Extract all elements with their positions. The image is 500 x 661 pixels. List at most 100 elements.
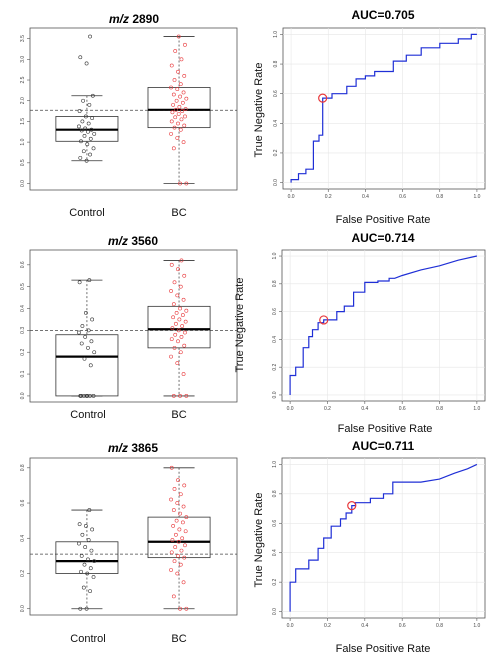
- data-point: [81, 98, 85, 103]
- data-point: [182, 343, 187, 348]
- data-point: [83, 126, 88, 131]
- roc-plot-1: 0.0 0.2 0.4 0.6 0.8 1.0 0.0 0.2 0.4 0.6 0.8 1.0: [273, 27, 486, 200]
- data-point: [180, 536, 185, 541]
- data-point: [169, 131, 173, 136]
- y-tick-label: 2.0: [20, 97, 26, 104]
- data-point: [91, 146, 96, 151]
- data-point: [91, 394, 96, 398]
- data-point: [88, 152, 92, 157]
- x-tick-label: 0.2: [324, 623, 331, 629]
- data-point: [176, 69, 180, 74]
- y-tick-label: 0.0: [20, 180, 26, 187]
- category-label-control: Control: [70, 409, 105, 421]
- data-point: [174, 518, 179, 523]
- data-point: [83, 545, 88, 549]
- y-tick-label: 0.4: [272, 336, 278, 343]
- y-tick-label: 0.0: [272, 608, 278, 615]
- data-point: [176, 539, 181, 544]
- data-point: [169, 262, 174, 267]
- data-point: [184, 308, 189, 313]
- data-point: [169, 354, 173, 359]
- data-point: [177, 527, 182, 532]
- roc-curve: [289, 255, 478, 395]
- data-point: [79, 139, 83, 144]
- data-point: [87, 278, 92, 283]
- data-point: [88, 589, 92, 594]
- category-label-bc: BC: [171, 409, 186, 421]
- y-tick-label: 0.0: [20, 605, 26, 612]
- y-tick-label: 0.6: [272, 308, 278, 315]
- data-point: [180, 109, 185, 113]
- y-tick-label: 0.6: [272, 520, 278, 527]
- data-point: [176, 478, 180, 483]
- data-point: [90, 527, 95, 532]
- data-point: [79, 569, 83, 574]
- data-point: [184, 96, 189, 101]
- data-point: [84, 606, 89, 611]
- data-point: [92, 350, 97, 355]
- x-tick-label: 0.4: [361, 406, 368, 412]
- data-point: [86, 345, 90, 350]
- plot-frame: [29, 27, 238, 191]
- data-point: [178, 394, 182, 398]
- data-point: [177, 317, 182, 322]
- data-point: [79, 553, 84, 558]
- data-point: [179, 548, 184, 553]
- data-point: [183, 107, 188, 111]
- x-tick-label: 0.6: [399, 623, 406, 629]
- data-point: [184, 181, 189, 186]
- data-point: [173, 332, 178, 337]
- y-tick-label: 0.0: [272, 391, 278, 398]
- data-point: [179, 57, 184, 62]
- roc-plot-2: 0.0 0.2 0.4 0.6 0.8 1.0 0.0 0.2 0.4 0.6 0.8 1.0: [272, 249, 486, 412]
- data-point: [175, 501, 180, 505]
- data-point: [85, 142, 90, 147]
- data-point: [171, 524, 176, 528]
- data-point: [178, 306, 182, 311]
- data-point: [178, 127, 183, 132]
- x-tick-label: 0.0: [288, 194, 295, 200]
- data-point: [89, 548, 94, 553]
- roc-curve: [290, 33, 477, 183]
- data-point: [178, 82, 183, 87]
- data-point: [176, 121, 180, 126]
- title-mz-2890: m/z 2890: [109, 12, 159, 26]
- data-point: [78, 155, 83, 160]
- y-tick-label: 0.2: [20, 349, 26, 356]
- data-point: [172, 559, 177, 564]
- category-label-control: Control: [70, 633, 105, 645]
- data-point: [176, 328, 181, 333]
- data-point: [182, 73, 187, 78]
- data-point: [86, 538, 91, 542]
- data-point: [184, 394, 189, 398]
- x-tick-label: 1.0: [473, 194, 480, 200]
- data-point: [77, 522, 82, 527]
- data-point: [175, 571, 180, 576]
- y-tick-label: 0.6: [20, 261, 26, 268]
- data-point: [86, 121, 91, 126]
- data-point: [174, 321, 178, 326]
- data-point: [171, 102, 176, 107]
- data-point: [83, 335, 88, 339]
- y-tick-label: 1.0: [272, 252, 278, 259]
- data-point: [170, 538, 175, 542]
- y-axis-label: True Negative Rate: [253, 493, 265, 588]
- data-point: [178, 350, 183, 355]
- data-point: [169, 337, 174, 342]
- data-point: [169, 85, 173, 90]
- x-tick-label: 0.0: [287, 406, 294, 412]
- data-point: [178, 606, 182, 611]
- y-tick-label: 0.6: [273, 90, 279, 97]
- title-auc-2: AUC=0.714: [351, 231, 414, 245]
- data-point: [178, 492, 183, 497]
- y-tick-label: 0.3: [20, 327, 26, 334]
- x-tick-label: 1.0: [473, 623, 480, 629]
- data-point: [169, 289, 173, 293]
- data-point: [86, 129, 90, 134]
- data-point: [90, 93, 95, 98]
- data-point: [180, 324, 185, 328]
- data-point: [91, 575, 96, 579]
- optimal-cutoff-marker: [319, 315, 329, 325]
- data-point: [176, 34, 181, 39]
- data-point: [176, 112, 181, 116]
